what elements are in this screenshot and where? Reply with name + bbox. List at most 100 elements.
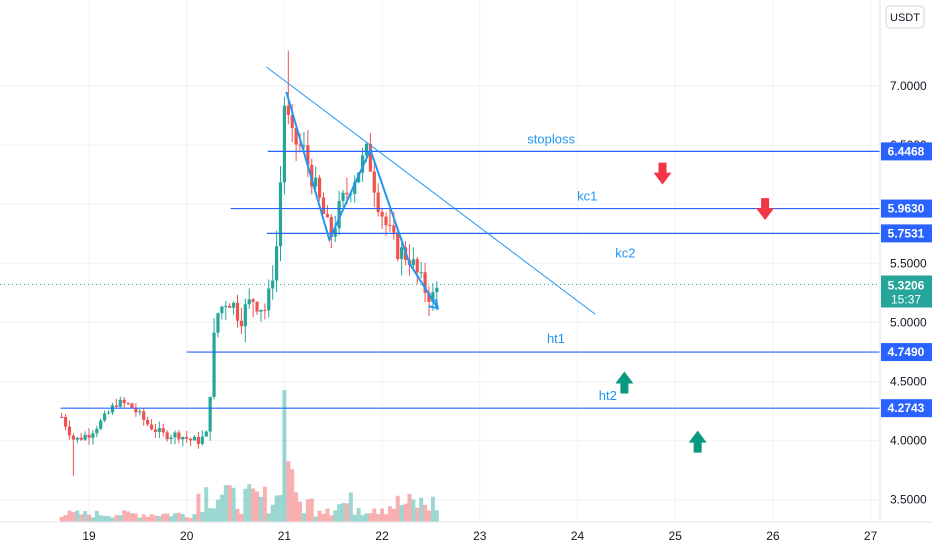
- volume-bar: [360, 514, 365, 522]
- candle-body: [235, 302, 240, 321]
- volume-bar: [122, 510, 127, 522]
- volume-bar: [83, 511, 88, 522]
- x-tick-label: 20: [180, 529, 194, 543]
- volume-bar: [411, 499, 416, 522]
- candle-body: [435, 287, 439, 293]
- volume-bar: [399, 505, 404, 522]
- x-tick-label: 26: [766, 529, 780, 543]
- candle-body: [337, 200, 341, 229]
- candle-body: [189, 438, 193, 441]
- x-tick-label: 21: [278, 529, 292, 543]
- candle-body: [63, 417, 68, 427]
- volume-bar: [313, 516, 318, 522]
- volume-bar: [309, 498, 314, 522]
- candle-body: [267, 288, 271, 311]
- candle-body: [372, 171, 376, 193]
- candle-body: [353, 182, 357, 194]
- candle-body: [79, 437, 83, 440]
- volume-bar: [266, 513, 271, 522]
- candle-body: [290, 114, 294, 129]
- volume-bar: [126, 511, 131, 522]
- candle-body: [67, 426, 72, 436]
- price-label-text: 6.4468: [888, 144, 925, 158]
- volume-bar: [208, 508, 213, 522]
- candle-body: [282, 105, 286, 183]
- y-tick-label: 5.0000: [890, 315, 927, 329]
- volume-bar: [196, 493, 201, 522]
- volume-bar: [247, 484, 252, 522]
- candle-body: [165, 432, 169, 440]
- candle-body: [278, 182, 283, 247]
- volume-bar: [372, 508, 377, 522]
- candle-body: [239, 320, 244, 327]
- volume-bar: [364, 513, 369, 522]
- candle-body: [224, 305, 228, 307]
- candle-body: [177, 432, 181, 440]
- candle-body: [83, 434, 87, 440]
- zigzag-pattern: [285, 91, 439, 309]
- volume-bar: [235, 508, 240, 522]
- candle-body: [142, 411, 146, 420]
- x-tick-label: 25: [669, 529, 683, 543]
- volume-bar: [215, 499, 220, 522]
- x-tick-label: 24: [571, 529, 585, 543]
- candle-body: [388, 225, 392, 227]
- volume-bar: [63, 514, 68, 522]
- candle-body: [228, 305, 232, 308]
- current-price-text: 5.3206: [888, 279, 925, 293]
- candle-body: [71, 435, 75, 440]
- volume-bar: [282, 390, 287, 522]
- y-tick-label: 5.5000: [890, 256, 927, 270]
- candle-body: [75, 437, 79, 440]
- volume-bar: [423, 504, 428, 522]
- candle-body: [364, 143, 369, 156]
- candle-body: [321, 197, 326, 214]
- candle-body: [146, 419, 150, 425]
- level-label-ht1: ht1: [547, 331, 565, 346]
- volume-bar: [415, 507, 420, 522]
- candle-body: [134, 407, 138, 413]
- candle-body: [99, 420, 103, 429]
- volume-bar: [169, 516, 174, 522]
- x-tick-label: 22: [375, 529, 389, 543]
- volume-bar: [376, 514, 381, 522]
- volume-bar: [102, 516, 107, 522]
- volume-bar: [204, 487, 209, 522]
- volume-bar: [434, 510, 439, 522]
- volume-bar: [106, 516, 111, 522]
- volume-bar: [337, 504, 342, 522]
- candle-body: [60, 416, 64, 418]
- candle-body: [196, 436, 201, 444]
- candle-body: [118, 399, 122, 407]
- price-label-stoploss: [881, 142, 932, 161]
- volume-bar: [200, 511, 205, 522]
- candle-body: [149, 424, 154, 430]
- arrow-down-icon: [653, 162, 672, 185]
- y-tick-label: 7.0000: [890, 79, 927, 93]
- zigzag-arrowhead: [428, 298, 440, 310]
- x-tick-label: 27: [864, 529, 878, 543]
- candle-body: [263, 309, 267, 311]
- candle-body: [181, 437, 185, 440]
- candle-body: [392, 225, 396, 233]
- volume-bar: [380, 508, 385, 522]
- volume-bar: [153, 515, 158, 522]
- volume-bar: [243, 488, 248, 522]
- volume-bar: [94, 510, 99, 522]
- volume-bar: [141, 514, 146, 522]
- level-label-ht2: ht2: [599, 388, 617, 403]
- volume-bar: [227, 485, 232, 522]
- volume-bar: [286, 461, 291, 522]
- volume-bar: [387, 506, 392, 522]
- volume-bar: [352, 514, 357, 522]
- candle-body: [157, 428, 161, 432]
- volume-bar: [290, 469, 295, 522]
- volume-bar: [403, 503, 408, 522]
- volume-bar: [137, 517, 142, 522]
- candle-body: [114, 405, 118, 407]
- volume-bar: [67, 510, 72, 522]
- volume-bar: [419, 497, 424, 522]
- volume-bar: [239, 513, 244, 522]
- volume-bar: [301, 513, 306, 522]
